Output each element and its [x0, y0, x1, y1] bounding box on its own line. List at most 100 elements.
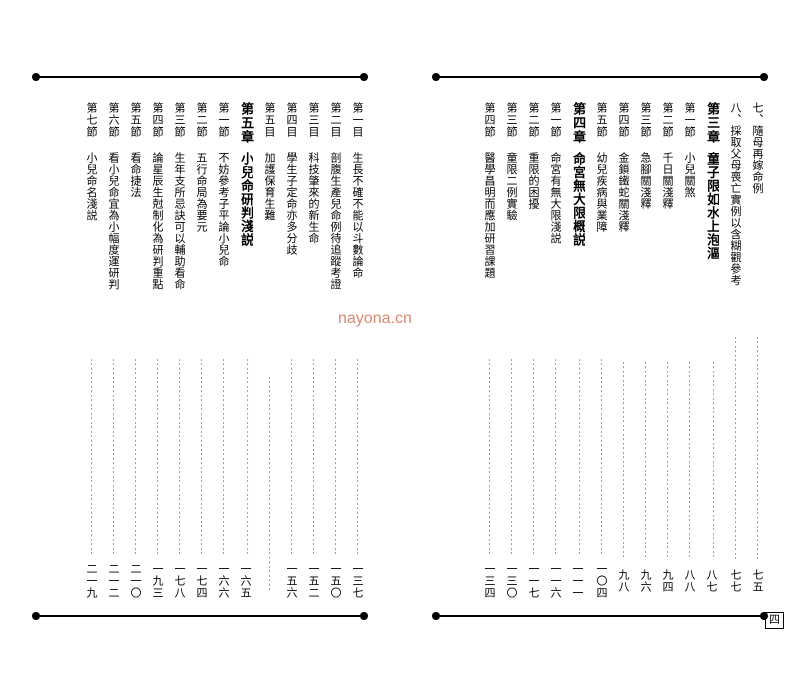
- entry-title: 加護保育生難: [263, 152, 275, 372]
- leader-dots: ︰︰︰︰︰︰︰︰︰︰︰︰︰︰︰︰︰︰︰︰︰︰︰︰︰︰︰︰︰︰︰︰︰︰︰︰︰︰︰︰: [217, 354, 229, 564]
- entry-column: 第四節論星辰生尅制化為研判重點︰︰︰︰︰︰︰︰︰︰︰︰︰︰︰︰︰︰︰︰︰︰︰︰︰…: [151, 102, 163, 599]
- entry-section-label: 第三節: [505, 102, 517, 152]
- right-page: 七、隨母再嫁命例︰︰︰︰︰︰︰︰︰︰︰︰︰︰︰︰︰︰︰︰︰︰︰︰︰︰︰︰︰︰︰︰…: [400, 0, 800, 677]
- entry-title: 生年支所忌訣可以輔助看命: [173, 152, 185, 354]
- entry-section-label: 第一節: [683, 102, 695, 152]
- toc-entry: 第四目學生子定命亦多分歧︰︰︰︰︰︰︰︰︰︰︰︰︰︰︰︰︰︰︰︰︰︰︰︰︰︰︰︰…: [281, 102, 301, 599]
- leader-dots: ︰︰︰︰︰︰︰︰︰︰︰︰︰︰︰︰︰︰︰︰︰︰︰︰︰︰︰︰︰︰︰︰︰︰︰︰︰︰︰︰: [173, 354, 185, 564]
- toc-entry: 七、隨母再嫁命例︰︰︰︰︰︰︰︰︰︰︰︰︰︰︰︰︰︰︰︰︰︰︰︰︰︰︰︰︰︰︰︰…: [747, 102, 767, 599]
- toc-chapter: 第四章命宮無大限概説︰︰︰︰︰︰︰︰︰︰︰︰︰︰︰︰︰︰︰︰︰︰︰︰︰︰︰︰︰︰…: [567, 102, 589, 599]
- entry-section-label: 第三節: [173, 102, 185, 152]
- entry-title: 金鎖鐵蛇關淺釋: [617, 152, 629, 357]
- toc-entry: 第三節生年支所忌訣可以輔助看命︰︰︰︰︰︰︰︰︰︰︰︰︰︰︰︰︰︰︰︰︰︰︰︰︰…: [169, 102, 189, 599]
- left-columns: 第一目生長不確不能以斗數論命︰︰︰︰︰︰︰︰︰︰︰︰︰︰︰︰︰︰︰︰︰︰︰︰︰︰…: [32, 102, 368, 599]
- entry-title: 幼兒疾病與業障: [595, 152, 607, 354]
- left-page: 第一目生長不確不能以斗數論命︰︰︰︰︰︰︰︰︰︰︰︰︰︰︰︰︰︰︰︰︰︰︰︰︰︰…: [0, 0, 400, 677]
- entry-title: 小兒關煞: [683, 152, 695, 357]
- entry-page-number: 七七: [729, 569, 741, 599]
- leader-dots: ︰︰︰︰︰︰︰︰︰︰︰︰︰︰︰︰︰︰︰︰︰︰︰︰︰︰︰︰︰︰︰︰︰︰︰︰︰︰︰︰: [617, 357, 629, 570]
- page-spread: 第一目生長不確不能以斗數論命︰︰︰︰︰︰︰︰︰︰︰︰︰︰︰︰︰︰︰︰︰︰︰︰︰︰…: [0, 0, 800, 677]
- toc-entry: 八、採取父母喪亡實例以含糊觀參考︰︰︰︰︰︰︰︰︰︰︰︰︰︰︰︰︰︰︰︰︰︰︰︰…: [725, 102, 745, 599]
- leader-dots: ︰︰︰︰︰︰︰︰︰︰︰︰︰︰︰︰︰︰︰︰︰︰︰︰︰︰︰︰︰︰︰︰︰︰︰︰︰︰︰︰: [285, 354, 297, 564]
- entry-title: 急腳關淺釋: [639, 152, 651, 357]
- leader-dots: ︰︰︰︰︰︰︰︰︰︰︰︰︰︰︰︰︰︰︰︰︰︰︰︰︰︰︰︰︰︰︰︰︰︰︰︰︰︰︰︰: [571, 354, 585, 564]
- entry-column: 第五節看命捷法︰︰︰︰︰︰︰︰︰︰︰︰︰︰︰︰︰︰︰︰︰︰︰︰︰︰︰︰︰︰︰︰︰…: [129, 102, 141, 599]
- entry-column: 第四節金鎖鐵蛇關淺釋︰︰︰︰︰︰︰︰︰︰︰︰︰︰︰︰︰︰︰︰︰︰︰︰︰︰︰︰︰︰…: [617, 102, 629, 599]
- toc-entry: 第五節幼兒疾病與業障︰︰︰︰︰︰︰︰︰︰︰︰︰︰︰︰︰︰︰︰︰︰︰︰︰︰︰︰︰︰…: [591, 102, 611, 599]
- toc-entry: 第二節千日關淺釋︰︰︰︰︰︰︰︰︰︰︰︰︰︰︰︰︰︰︰︰︰︰︰︰︰︰︰︰︰︰︰︰…: [657, 102, 677, 599]
- entry-column: 第二節千日關淺釋︰︰︰︰︰︰︰︰︰︰︰︰︰︰︰︰︰︰︰︰︰︰︰︰︰︰︰︰︰︰︰︰…: [661, 102, 673, 599]
- entry-column: 第一節不妨參考子平論小兒命︰︰︰︰︰︰︰︰︰︰︰︰︰︰︰︰︰︰︰︰︰︰︰︰︰︰︰…: [217, 102, 229, 599]
- entry-section-label: 第二目: [329, 102, 341, 152]
- entry-column: 第二節重限的困擾︰︰︰︰︰︰︰︰︰︰︰︰︰︰︰︰︰︰︰︰︰︰︰︰︰︰︰︰︰︰︰︰…: [527, 102, 539, 599]
- entry-title: 小兒命研判淺説: [239, 152, 253, 354]
- entry-title: 千日關淺釋: [661, 152, 673, 357]
- entry-page-number: 一六六: [217, 563, 229, 599]
- entry-section-label: 第五目: [263, 102, 275, 152]
- toc-entry: 第二節五行命局為要元︰︰︰︰︰︰︰︰︰︰︰︰︰︰︰︰︰︰︰︰︰︰︰︰︰︰︰︰︰︰…: [191, 102, 211, 599]
- entry-column: 七、隨母再嫁命例︰︰︰︰︰︰︰︰︰︰︰︰︰︰︰︰︰︰︰︰︰︰︰︰︰︰︰︰︰︰︰︰…: [751, 102, 763, 599]
- toc-entry: 第一節不妨參考子平論小兒命︰︰︰︰︰︰︰︰︰︰︰︰︰︰︰︰︰︰︰︰︰︰︰︰︰︰︰…: [213, 102, 233, 599]
- entry-page-number: 一一七: [527, 563, 539, 599]
- entry-title: 八、採取父母喪亡實例以含糊觀參考: [729, 102, 741, 332]
- toc-entry: 第四節論星辰生尅制化為研判重點︰︰︰︰︰︰︰︰︰︰︰︰︰︰︰︰︰︰︰︰︰︰︰︰︰…: [147, 102, 167, 599]
- entry-title: 剖腹生產兒命例待追蹤考證: [329, 152, 341, 354]
- toc-entry: 第四節醫學昌明而應加研習課題︰︰︰︰︰︰︰︰︰︰︰︰︰︰︰︰︰︰︰︰︰︰︰︰︰︰…: [479, 102, 499, 599]
- entry-column: 第三節童限二例實驗︰︰︰︰︰︰︰︰︰︰︰︰︰︰︰︰︰︰︰︰︰︰︰︰︰︰︰︰︰︰︰…: [505, 102, 517, 599]
- entry-column: 第四目學生子定命亦多分歧︰︰︰︰︰︰︰︰︰︰︰︰︰︰︰︰︰︰︰︰︰︰︰︰︰︰︰︰…: [285, 102, 297, 599]
- leader-dots: ︰︰︰︰︰︰︰︰︰︰︰︰︰︰︰︰︰︰︰︰︰︰︰︰︰︰︰︰︰︰︰︰︰︰︰︰︰︰︰︰: [263, 372, 275, 600]
- toc-entry: 第三節童限二例實驗︰︰︰︰︰︰︰︰︰︰︰︰︰︰︰︰︰︰︰︰︰︰︰︰︰︰︰︰︰︰︰…: [501, 102, 521, 599]
- entry-page-number: 一三四: [483, 563, 495, 599]
- entry-page-number: 一三〇: [505, 563, 517, 599]
- entry-column: 第三目科技肇來的新生命︰︰︰︰︰︰︰︰︰︰︰︰︰︰︰︰︰︰︰︰︰︰︰︰︰︰︰︰︰…: [307, 102, 319, 599]
- entry-page-number: 九四: [661, 569, 673, 599]
- toc-entry: 第一目生長不確不能以斗數論命︰︰︰︰︰︰︰︰︰︰︰︰︰︰︰︰︰︰︰︰︰︰︰︰︰︰…: [347, 102, 367, 599]
- entry-title: 科技肇來的新生命: [307, 152, 319, 354]
- entry-page-number: 一五〇: [329, 563, 341, 599]
- entry-column: 八、採取父母喪亡實例以含糊觀參考︰︰︰︰︰︰︰︰︰︰︰︰︰︰︰︰︰︰︰︰︰︰︰︰…: [729, 102, 741, 599]
- entry-section-label: 第一目: [351, 102, 363, 152]
- leader-dots: ︰︰︰︰︰︰︰︰︰︰︰︰︰︰︰︰︰︰︰︰︰︰︰︰︰︰︰︰︰︰︰︰︰︰︰︰︰︰︰︰: [595, 354, 607, 564]
- toc-entry: 第二目剖腹生產兒命例待追蹤考證︰︰︰︰︰︰︰︰︰︰︰︰︰︰︰︰︰︰︰︰︰︰︰︰︰…: [325, 102, 345, 599]
- entry-page-number: 二一九: [85, 563, 97, 599]
- entry-column: 第三節生年支所忌訣可以輔助看命︰︰︰︰︰︰︰︰︰︰︰︰︰︰︰︰︰︰︰︰︰︰︰︰︰…: [173, 102, 185, 599]
- entry-section-label: 第二節: [661, 102, 673, 152]
- entry-column: 第二目剖腹生產兒命例待追蹤考證︰︰︰︰︰︰︰︰︰︰︰︰︰︰︰︰︰︰︰︰︰︰︰︰︰…: [329, 102, 341, 599]
- entry-page-number: 一七八: [173, 563, 185, 599]
- toc-chapter: 第五章小兒命研判淺説︰︰︰︰︰︰︰︰︰︰︰︰︰︰︰︰︰︰︰︰︰︰︰︰︰︰︰︰︰︰…: [235, 102, 257, 599]
- entry-page-number: 八七: [705, 569, 719, 599]
- entry-column: 第一節小兒關煞︰︰︰︰︰︰︰︰︰︰︰︰︰︰︰︰︰︰︰︰︰︰︰︰︰︰︰︰︰︰︰︰︰…: [683, 102, 695, 599]
- top-rule: [436, 76, 764, 78]
- leader-dots: ︰︰︰︰︰︰︰︰︰︰︰︰︰︰︰︰︰︰︰︰︰︰︰︰︰︰︰︰︰︰︰︰︰︰︰︰︰︰︰︰: [483, 354, 495, 564]
- leader-dots: ︰︰︰︰︰︰︰︰︰︰︰︰︰︰︰︰︰︰︰︰︰︰︰︰︰︰︰︰︰︰︰︰︰︰︰︰︰︰︰︰: [549, 354, 561, 564]
- entry-section-label: 第七節: [85, 102, 97, 152]
- page-number: 四: [765, 612, 784, 629]
- leader-dots: ︰︰︰︰︰︰︰︰︰︰︰︰︰︰︰︰︰︰︰︰︰︰︰︰︰︰︰︰︰︰︰︰︰︰︰︰︰︰︰︰: [351, 354, 363, 564]
- leader-dots: ︰︰︰︰︰︰︰︰︰︰︰︰︰︰︰︰︰︰︰︰︰︰︰︰︰︰︰︰︰︰︰︰︰︰︰︰︰︰︰︰: [107, 354, 119, 564]
- entry-section-label: 第四節: [617, 102, 629, 152]
- entry-column: 第七節小兒命名淺説︰︰︰︰︰︰︰︰︰︰︰︰︰︰︰︰︰︰︰︰︰︰︰︰︰︰︰︰︰︰︰…: [85, 102, 97, 599]
- entry-column: 第四節醫學昌明而應加研習課題︰︰︰︰︰︰︰︰︰︰︰︰︰︰︰︰︰︰︰︰︰︰︰︰︰︰…: [483, 102, 495, 599]
- leader-dots: ︰︰︰︰︰︰︰︰︰︰︰︰︰︰︰︰︰︰︰︰︰︰︰︰︰︰︰︰︰︰︰︰︰︰︰︰︰︰︰︰: [151, 354, 163, 564]
- entry-page-number: 一九三: [151, 563, 163, 599]
- entry-section-label: 第六節: [107, 102, 119, 152]
- entry-title: 學生子定命亦多分歧: [285, 152, 297, 354]
- toc-entry: 第二節重限的困擾︰︰︰︰︰︰︰︰︰︰︰︰︰︰︰︰︰︰︰︰︰︰︰︰︰︰︰︰︰︰︰︰…: [523, 102, 543, 599]
- entry-title: 小兒命名淺説: [85, 152, 97, 354]
- bottom-rule: [436, 615, 764, 617]
- entry-page-number: 一一一: [571, 563, 585, 599]
- toc-entry: 第五節看命捷法︰︰︰︰︰︰︰︰︰︰︰︰︰︰︰︰︰︰︰︰︰︰︰︰︰︰︰︰︰︰︰︰︰…: [125, 102, 145, 599]
- toc-entry: 第一節命宮有無大限淺説︰︰︰︰︰︰︰︰︰︰︰︰︰︰︰︰︰︰︰︰︰︰︰︰︰︰︰︰︰…: [545, 102, 565, 599]
- leader-dots: ︰︰︰︰︰︰︰︰︰︰︰︰︰︰︰︰︰︰︰︰︰︰︰︰︰︰︰︰︰︰︰︰︰︰︰︰︰︰︰︰: [527, 354, 539, 564]
- entry-section-label: 第三目: [307, 102, 319, 152]
- entry-title: 看命捷法: [129, 152, 141, 354]
- toc-entry: 第一節小兒關煞︰︰︰︰︰︰︰︰︰︰︰︰︰︰︰︰︰︰︰︰︰︰︰︰︰︰︰︰︰︰︰︰︰…: [679, 102, 699, 599]
- entry-title: 童子限如水上泡漚: [705, 152, 719, 357]
- toc-chapter: 第三章童子限如水上泡漚︰︰︰︰︰︰︰︰︰︰︰︰︰︰︰︰︰︰︰︰︰︰︰︰︰︰︰︰︰…: [701, 102, 723, 599]
- leader-dots: ︰︰︰︰︰︰︰︰︰︰︰︰︰︰︰︰︰︰︰︰︰︰︰︰︰︰︰︰︰︰︰︰︰︰︰︰︰︰︰︰: [729, 332, 741, 570]
- leader-dots: ︰︰︰︰︰︰︰︰︰︰︰︰︰︰︰︰︰︰︰︰︰︰︰︰︰︰︰︰︰︰︰︰︰︰︰︰︰︰︰︰: [195, 354, 207, 564]
- entry-page-number: 二一〇: [129, 563, 141, 599]
- entry-page-number: 一一六: [549, 563, 561, 599]
- entry-section-label: 第三章: [705, 102, 719, 152]
- entry-page-number: 一三七: [351, 563, 363, 599]
